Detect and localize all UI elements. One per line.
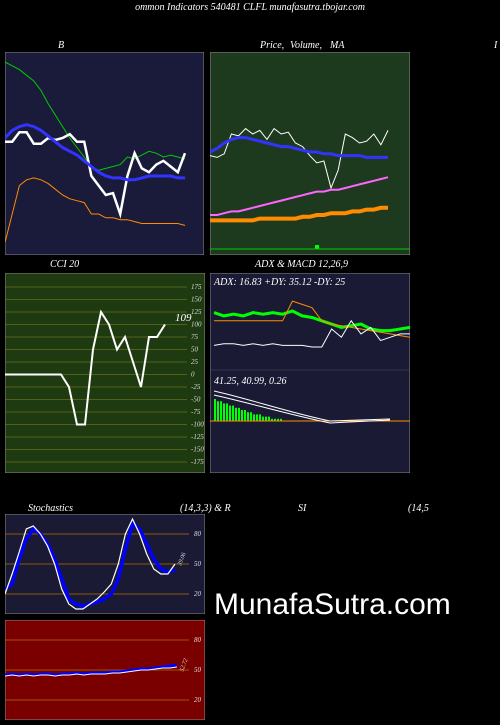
cci-tick-label: -25 [191,383,201,391]
stoch-tick-label: 80 [194,530,202,538]
stoch-panel: 80 50 20 39.06 [5,514,205,614]
rsi-tick-label: 20 [194,696,202,704]
macd-histogram-group [214,399,282,421]
cci-tick-label: 125 [191,308,202,316]
macd-bar [214,399,216,421]
price-ma-line-2 [210,205,388,223]
volume-bar [315,245,319,249]
stochastic-line-1 [5,517,176,610]
rsi-grid: 80 50 20 [5,636,202,704]
stoch-value: 39.06 [177,552,188,568]
stoch-series-group [5,517,176,610]
cci-tick-label: -150 [191,446,204,454]
cci-tick-label: 100 [191,321,202,329]
rsi-series-group [5,663,178,677]
cci-label: CCI 20 [50,259,80,270]
macd-bar [247,412,249,421]
page-title: ommon Indicators 540481 CLFL munafasutra… [135,2,365,13]
right-edge-label: I [494,40,498,51]
adx-line-0 [213,309,410,333]
price-panel [210,52,410,255]
watermark: MunafaSutra.com [214,588,451,621]
macd-readout: 41.25, 40.99, 0.26 [214,376,287,387]
rsi-tick-label: 50 [194,666,202,674]
adx-background [210,273,410,473]
cci-tick-label: -175 [191,458,204,466]
cci-value: 109 [175,312,192,324]
rsi-value: 52.72 [179,658,189,673]
cci-series-group [5,309,166,426]
macd-bar [253,414,255,421]
bollinger-line-3 [5,123,185,182]
bollinger-line-2 [5,177,186,243]
macd-bar [223,403,225,421]
rsi-panel: 80 50 20 52.72 [5,620,205,720]
stoch-label: Stochastics [28,503,73,514]
adx-line-1 [214,300,410,338]
bb-label: B [58,40,65,51]
cci-tick-label: -125 [191,433,204,441]
macd-bar [274,418,276,421]
macd-bar [259,414,261,421]
macd-bar [268,416,270,421]
macd-bar [241,410,243,421]
stoch-tick-label: 20 [194,590,202,598]
adx-readout: ADX: 16.83 +DY: 35.12 -DY: 25 [213,277,345,288]
price-label: Price, [260,40,285,51]
cci-line-0 [5,309,166,426]
macd-bar [262,416,264,421]
macd-bar [277,418,279,421]
rsi-label: SI [298,503,307,514]
macd-bar [217,401,219,421]
macd-bar [271,418,273,421]
rsi-tick-label: 80 [194,636,202,644]
macd-bar [250,412,252,421]
cci-tick-label: -75 [191,408,201,416]
bb-panel [5,52,204,255]
price-ma-line-1 [210,136,388,159]
volume-label: Volume, [290,40,322,51]
macd-bar [226,403,228,421]
cci-tick-label: 0 [191,371,195,379]
cci-grid: 175 150 125 100 75 50 25 0 -25 -50 -75 -100 -125 -150… [5,283,204,466]
cci-tick-label: -50 [191,396,201,404]
price-ma-line-0 [210,127,389,190]
cci-tick-label: 150 [191,296,202,304]
adx-label: ADX & MACD 12,26,9 [255,259,349,270]
cci-tick-label: 175 [191,283,202,291]
macd-bar [244,410,246,421]
ma-label: MA [330,40,345,51]
macd-bar [256,414,258,421]
cci-tick-label: 25 [191,358,199,366]
macd-bar [235,407,237,421]
cci-tick-label: 50 [191,346,199,354]
bb-series-group [5,61,187,243]
bb-background [5,52,204,255]
cci-tick-label: -100 [191,421,204,429]
rsi-line-1 [5,666,178,677]
stoch-tick-label: 50 [194,560,202,568]
adx-panel: ADX: 16.83 +DY: 35.12 -DY: 25 41.25, 40.… [210,273,410,473]
macd-bar [280,418,282,421]
macd-bar [238,407,240,421]
bollinger-line-1 [5,131,187,219]
adx-line-2 [213,319,410,348]
cci-panel: 175 150 125 100 75 50 25 0 -25 -50 -75 -100 -125 -150… [5,273,205,473]
stoch-params-label: (14,3,3) & R [180,503,231,514]
price-ma-line-3 [210,176,389,216]
adx-series-group [213,300,410,348]
macd-bar [265,416,267,421]
rsi-params-label: (14,5 [408,503,429,514]
cci-tick-label: 75 [191,333,199,341]
macd-bar [229,405,231,421]
rsi-line-0 [5,663,178,677]
macd-bar [220,401,222,421]
macd-bar [232,405,234,421]
price-series-group [210,127,389,223]
cci-background [5,273,205,473]
